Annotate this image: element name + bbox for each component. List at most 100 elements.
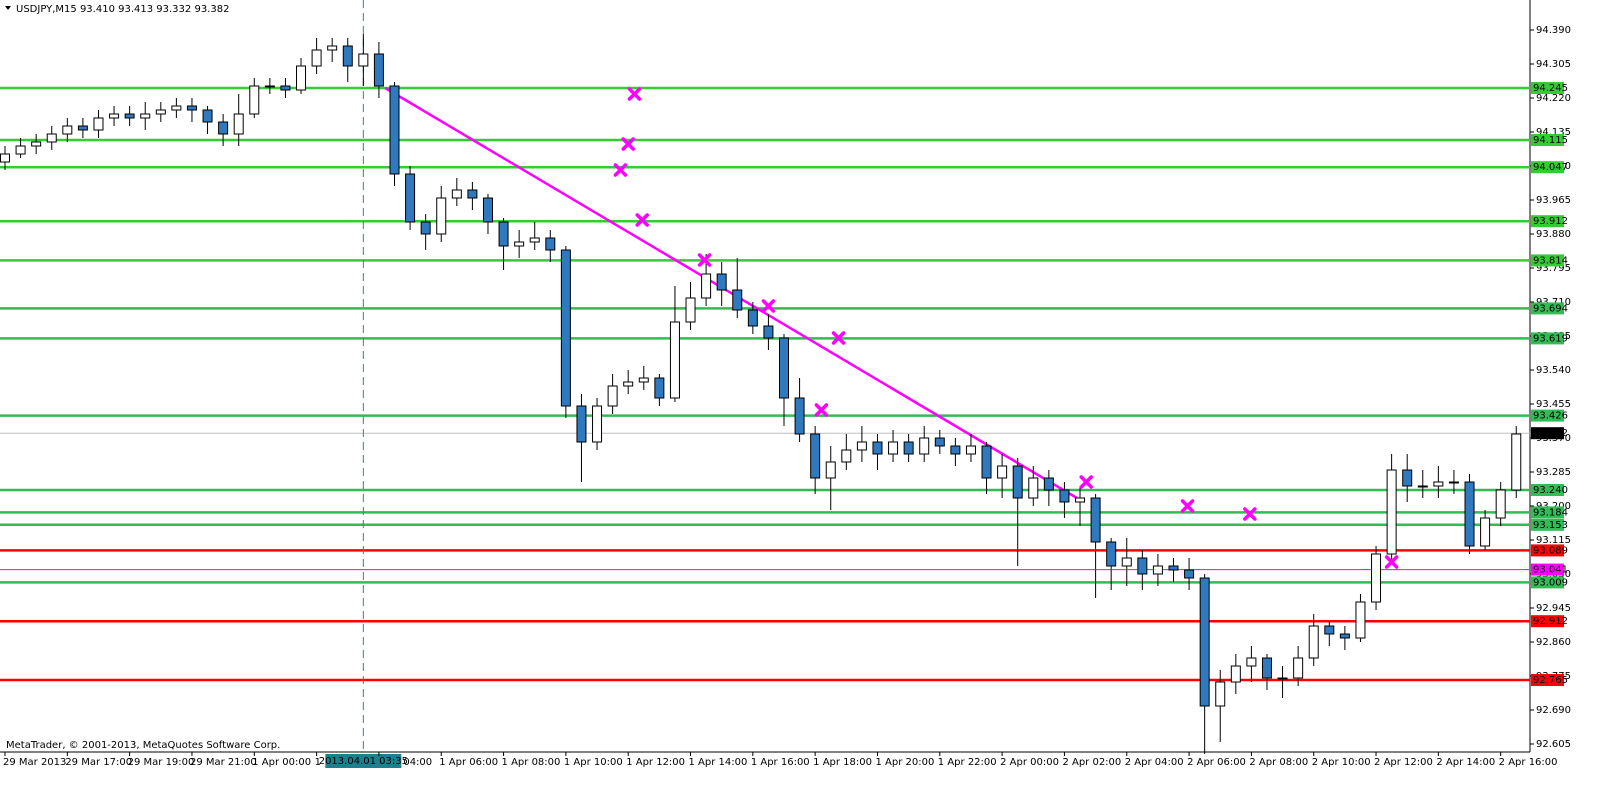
- level-label-box: [1531, 674, 1564, 686]
- candle-body: [1137, 557, 1148, 575]
- level-label: 93.089: [1533, 545, 1568, 556]
- candle-body: [1012, 465, 1023, 499]
- x-tick-label: 2 Apr 14:00: [1436, 757, 1495, 768]
- candle-body: [576, 405, 587, 443]
- chart-title: USDJPY,M15 93.410 93.413 93.332 93.382: [16, 4, 229, 15]
- x-tick-label: 1 Apr 14:00: [689, 757, 748, 768]
- candle-body: [46, 133, 57, 143]
- candle-body: [560, 249, 571, 407]
- candle-body: [77, 125, 88, 131]
- candle-body: [779, 337, 789, 399]
- candle-body: [1199, 577, 1210, 707]
- y-tick-label: 94.390: [1536, 25, 1571, 36]
- level-label-box: [1531, 576, 1564, 589]
- candle-body: [638, 377, 649, 383]
- candle-body: [1261, 657, 1272, 679]
- candle-body: [218, 121, 229, 135]
- x-tick-label: 29 Mar 21:00: [190, 757, 257, 768]
- level-label: 93.814: [1533, 255, 1568, 266]
- footer: MetaTrader, © 2001-2013, MetaQuotes Soft…: [6, 740, 280, 751]
- level-label: 93.240: [1533, 485, 1568, 496]
- candle-body: [981, 445, 992, 479]
- candle-body: [872, 441, 883, 455]
- candle-body: [1277, 677, 1288, 680]
- x-tick-label: 2 Apr 12:00: [1374, 757, 1433, 768]
- candle-body: [919, 437, 930, 455]
- level-label: 93.041: [1533, 565, 1568, 576]
- candle-body: [545, 237, 556, 251]
- candle-body: [514, 241, 525, 247]
- cross-marker: [1384, 555, 1399, 569]
- level-label: 94.245: [1533, 83, 1568, 94]
- candle-body: [1215, 681, 1226, 707]
- candle-body: [1293, 657, 1304, 679]
- cross-marker: [761, 299, 776, 313]
- cross-marker: [627, 87, 642, 101]
- candle-body: [1230, 665, 1241, 683]
- candle-body: [467, 189, 478, 199]
- y-tick-label: 92.690: [1536, 705, 1571, 716]
- y-tick-label: 92.605: [1536, 739, 1571, 750]
- x-tick-label: 1: [315, 757, 321, 768]
- y-tick-label: 94.135: [1536, 127, 1571, 138]
- cross-marker: [831, 331, 846, 345]
- candle-body: [1433, 481, 1444, 487]
- level-label: 92.912: [1533, 616, 1568, 627]
- x-tick-label: 2 Apr 06:00: [1187, 757, 1246, 768]
- candle-body: [373, 53, 384, 87]
- candle-body: [124, 113, 135, 119]
- cross-marker: [814, 403, 829, 417]
- candle-body: [1090, 497, 1101, 543]
- candle-body: [1339, 633, 1350, 639]
- y-tick-label: 94.220: [1536, 93, 1571, 104]
- level-label-box: [1531, 518, 1564, 531]
- crosshair-label: 2013.04.01 03:35: [319, 756, 408, 767]
- cross-marker: [621, 137, 635, 151]
- y-tick-label: 92.945: [1536, 603, 1571, 614]
- level-label-box: [1531, 82, 1564, 94]
- y-tick-label: 93.795: [1536, 263, 1571, 274]
- candle-body: [249, 85, 260, 115]
- y-tick-label: 93.880: [1536, 229, 1571, 240]
- level-label-box: [1531, 563, 1564, 576]
- candle-body: [950, 445, 961, 455]
- candle-body: [1355, 601, 1366, 639]
- candle-body: [903, 441, 914, 455]
- level-label: 93.184: [1533, 507, 1568, 518]
- candle-body: [171, 105, 182, 111]
- x-tick-label: 1 Apr 18:00: [813, 757, 872, 768]
- candle-body: [747, 309, 758, 327]
- candle-body: [1417, 485, 1428, 488]
- x-tick-label: 2 Apr 04:00: [1125, 757, 1184, 768]
- cross-marker: [1180, 499, 1195, 513]
- y-tick-label: 93.540: [1536, 365, 1571, 376]
- candle-body: [186, 105, 197, 111]
- y-tick-label: 92.860: [1536, 637, 1571, 648]
- candle-body: [109, 113, 120, 119]
- x-tick-label: 1 Apr 20:00: [875, 757, 934, 768]
- candle-body: [15, 145, 26, 155]
- candle-body: [701, 273, 712, 299]
- candle-body: [1386, 469, 1397, 555]
- level-label: 93.009: [1533, 577, 1568, 588]
- x-tick-label: 29 Mar 19:00: [128, 757, 195, 768]
- y-tick-label: 94.305: [1536, 59, 1571, 70]
- candle-body: [233, 113, 244, 135]
- menu-arrow[interactable]: [5, 6, 11, 10]
- x-tick-label: 1 Apr 06:00: [439, 757, 498, 768]
- candle-body: [592, 405, 603, 443]
- cross-marker: [635, 213, 649, 227]
- y-tick-label: 93.965: [1536, 195, 1571, 206]
- candle-body: [732, 289, 743, 311]
- candle-body: [685, 297, 696, 323]
- candle-body: [1480, 517, 1491, 547]
- x-tick-label: 1 Apr 10:00: [564, 757, 623, 768]
- candle-body: [934, 437, 945, 447]
- candle-body: [1495, 489, 1506, 519]
- level-label-box: [1531, 427, 1564, 440]
- candle-body: [1043, 477, 1054, 491]
- x-tick-label: 2 Apr 00:00: [1000, 757, 1059, 768]
- level-label-box: [1531, 484, 1564, 496]
